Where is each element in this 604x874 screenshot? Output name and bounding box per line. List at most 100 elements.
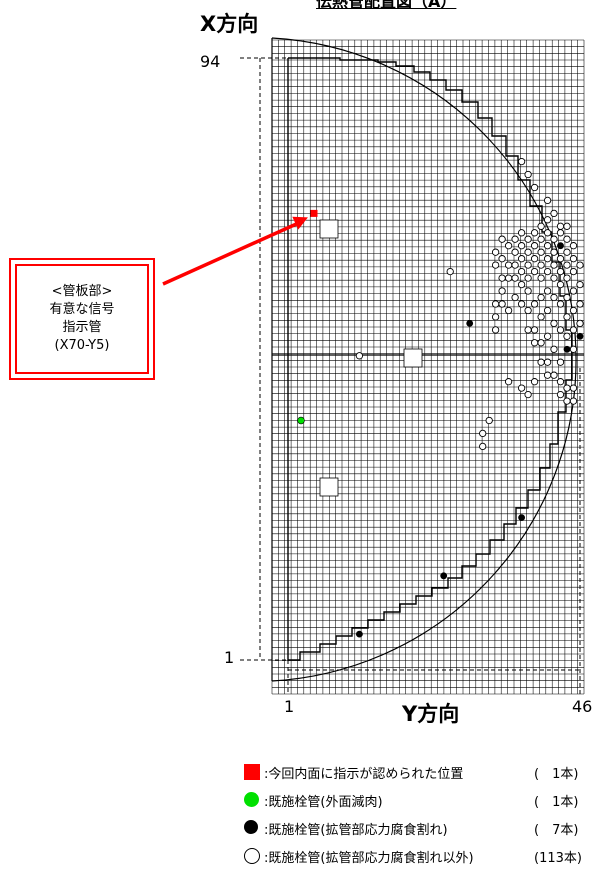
plugged-tube-open-marker	[524, 326, 532, 334]
plugged-tube-open-marker	[576, 300, 584, 308]
plugged-tube-open-marker	[556, 267, 565, 276]
plugged-tube-open-marker	[537, 313, 545, 321]
legend-label: :既施栓管(拡管部応力腐食割れ)	[264, 823, 448, 838]
plugged-tube-open-marker	[563, 248, 571, 256]
legend-count: ( 1本)	[534, 795, 579, 810]
plugged-tube-open-marker	[517, 300, 526, 308]
plugged-tube-open-marker	[530, 300, 539, 308]
plugged-tube-open-marker	[524, 261, 532, 269]
plugged-tube-open-marker	[537, 293, 545, 302]
plugged-tube-open-marker	[537, 235, 545, 243]
legend-row-black: :既施栓管(拡管部応力腐食割れ) ( 7本)	[244, 814, 604, 842]
plugged-tube-open-marker	[530, 242, 539, 250]
plugged-tube-open-marker	[569, 397, 578, 405]
plugged-tube-open-marker	[537, 248, 545, 256]
plugged-tube-open-marker	[355, 352, 364, 360]
plugged-tube-open-marker	[543, 242, 552, 250]
legend-label: :既施栓管(拡管部応力腐食割れ以外)	[264, 851, 474, 866]
plugged-tube-open-marker	[563, 384, 571, 392]
plugged-tube-open-marker	[517, 384, 526, 392]
black-circle-icon	[244, 820, 258, 834]
plugged-tube-open-marker	[569, 345, 578, 353]
plugged-tube-open-marker	[569, 287, 578, 295]
plugged-tube-open-marker	[517, 157, 526, 166]
plugged-tube-scc-marker	[356, 630, 363, 638]
plugged-tube-open-marker	[517, 267, 526, 276]
plugged-tube-open-marker	[530, 183, 539, 192]
plugged-tube-open-marker	[479, 442, 487, 451]
plugged-tube-open-marker	[530, 255, 539, 263]
callout-line-3: 指示管	[62, 320, 102, 335]
callout-line-4: (X70-Y5)	[54, 338, 110, 353]
y-min-label: 1	[284, 697, 295, 716]
plugged-tube-open-marker	[537, 339, 545, 347]
plugged-tube-open-marker	[543, 229, 552, 237]
legend-row-open: :既施栓管(拡管部応力腐食割れ以外) (113本)	[244, 842, 604, 870]
plugged-tube-open-marker	[491, 326, 500, 334]
plugged-tube-open-marker	[563, 293, 571, 302]
plugged-tube-open-marker	[543, 306, 552, 315]
legend-count: ( 1本)	[534, 767, 579, 782]
plugged-tube-open-marker	[524, 306, 532, 315]
plugged-tube-open-marker	[550, 235, 558, 243]
plugged-tube-thinning-marker	[297, 416, 305, 425]
plugged-tube-open-marker	[550, 274, 558, 282]
plugged-tube-scc-marker	[576, 332, 584, 340]
plugged-tube-open-marker	[485, 416, 493, 425]
plugged-tube-open-marker	[491, 313, 500, 321]
callout-line-1: <管板部>	[51, 284, 113, 299]
plugged-tube-open-marker	[517, 229, 526, 237]
plugged-tube-open-marker	[569, 384, 578, 392]
red-square-icon	[244, 764, 260, 780]
plugged-tube-open-marker	[498, 274, 506, 282]
plugged-tube-open-marker	[569, 326, 578, 334]
plugged-tube-open-marker	[524, 170, 532, 179]
plugged-tube-open-marker	[479, 429, 487, 438]
plugged-tube-open-marker	[556, 222, 565, 230]
plugged-tube-open-marker	[550, 248, 558, 256]
plugged-tube-open-marker	[524, 390, 532, 399]
x-max-label: 94	[200, 52, 221, 71]
plugged-tube-open-marker	[556, 255, 565, 263]
legend-count: ( 7本)	[534, 823, 579, 838]
legend-count: (113本)	[534, 851, 582, 866]
legend: :今回内面に指示が認められた位置 ( 1本) :既施栓管(外面減肉) ( 1本)…	[244, 758, 604, 870]
open-circle-icon	[244, 848, 260, 864]
plugged-tube-open-marker	[524, 274, 532, 282]
plugged-tube-open-marker	[576, 261, 584, 269]
plugged-tube-open-marker	[543, 332, 552, 340]
plugged-tube-open-marker	[563, 397, 571, 405]
plugged-tube-open-marker	[517, 242, 526, 250]
plugged-tube-open-marker	[550, 319, 558, 328]
callout-arrow-line	[162, 220, 301, 286]
x-axis-title: X方向	[200, 12, 259, 36]
y-axis-title: Y方向	[402, 702, 460, 726]
plugged-tube-open-marker	[498, 287, 506, 295]
stay-rod-square	[319, 219, 339, 239]
plugged-tube-open-marker	[511, 274, 519, 282]
plugged-tube-open-marker	[498, 255, 506, 263]
legend-row-indication: :今回内面に指示が認められた位置 ( 1本)	[244, 758, 604, 786]
plugged-tube-open-marker	[511, 235, 519, 243]
plugged-tube-open-marker	[524, 287, 532, 295]
plugged-tube-open-marker	[543, 255, 552, 263]
plugged-tube-open-marker	[556, 300, 565, 308]
plugged-tube-open-marker	[550, 345, 558, 353]
plugged-tube-scc-marker	[557, 242, 564, 250]
plugged-tube-open-marker	[491, 248, 500, 256]
plugged-tube-open-marker	[563, 332, 571, 340]
plugged-tube-open-marker	[517, 255, 526, 263]
plugged-tube-open-marker	[550, 293, 558, 302]
plugged-tube-scc-marker	[518, 514, 525, 521]
indication-marker	[310, 209, 318, 217]
plugged-tube-open-marker	[537, 261, 545, 269]
plugged-tube-open-marker	[524, 235, 532, 243]
plugged-tube-open-marker	[530, 378, 539, 386]
plugged-tube-open-marker	[446, 267, 454, 276]
plugged-tube-open-marker	[498, 235, 506, 243]
plugged-tube-open-marker	[576, 280, 584, 289]
tube-bundle-boundary	[287, 57, 573, 661]
shell-outline	[271, 37, 577, 682]
legend-label: :既施栓管(外面減肉)	[264, 795, 383, 810]
plugged-tube-open-marker	[543, 371, 552, 379]
